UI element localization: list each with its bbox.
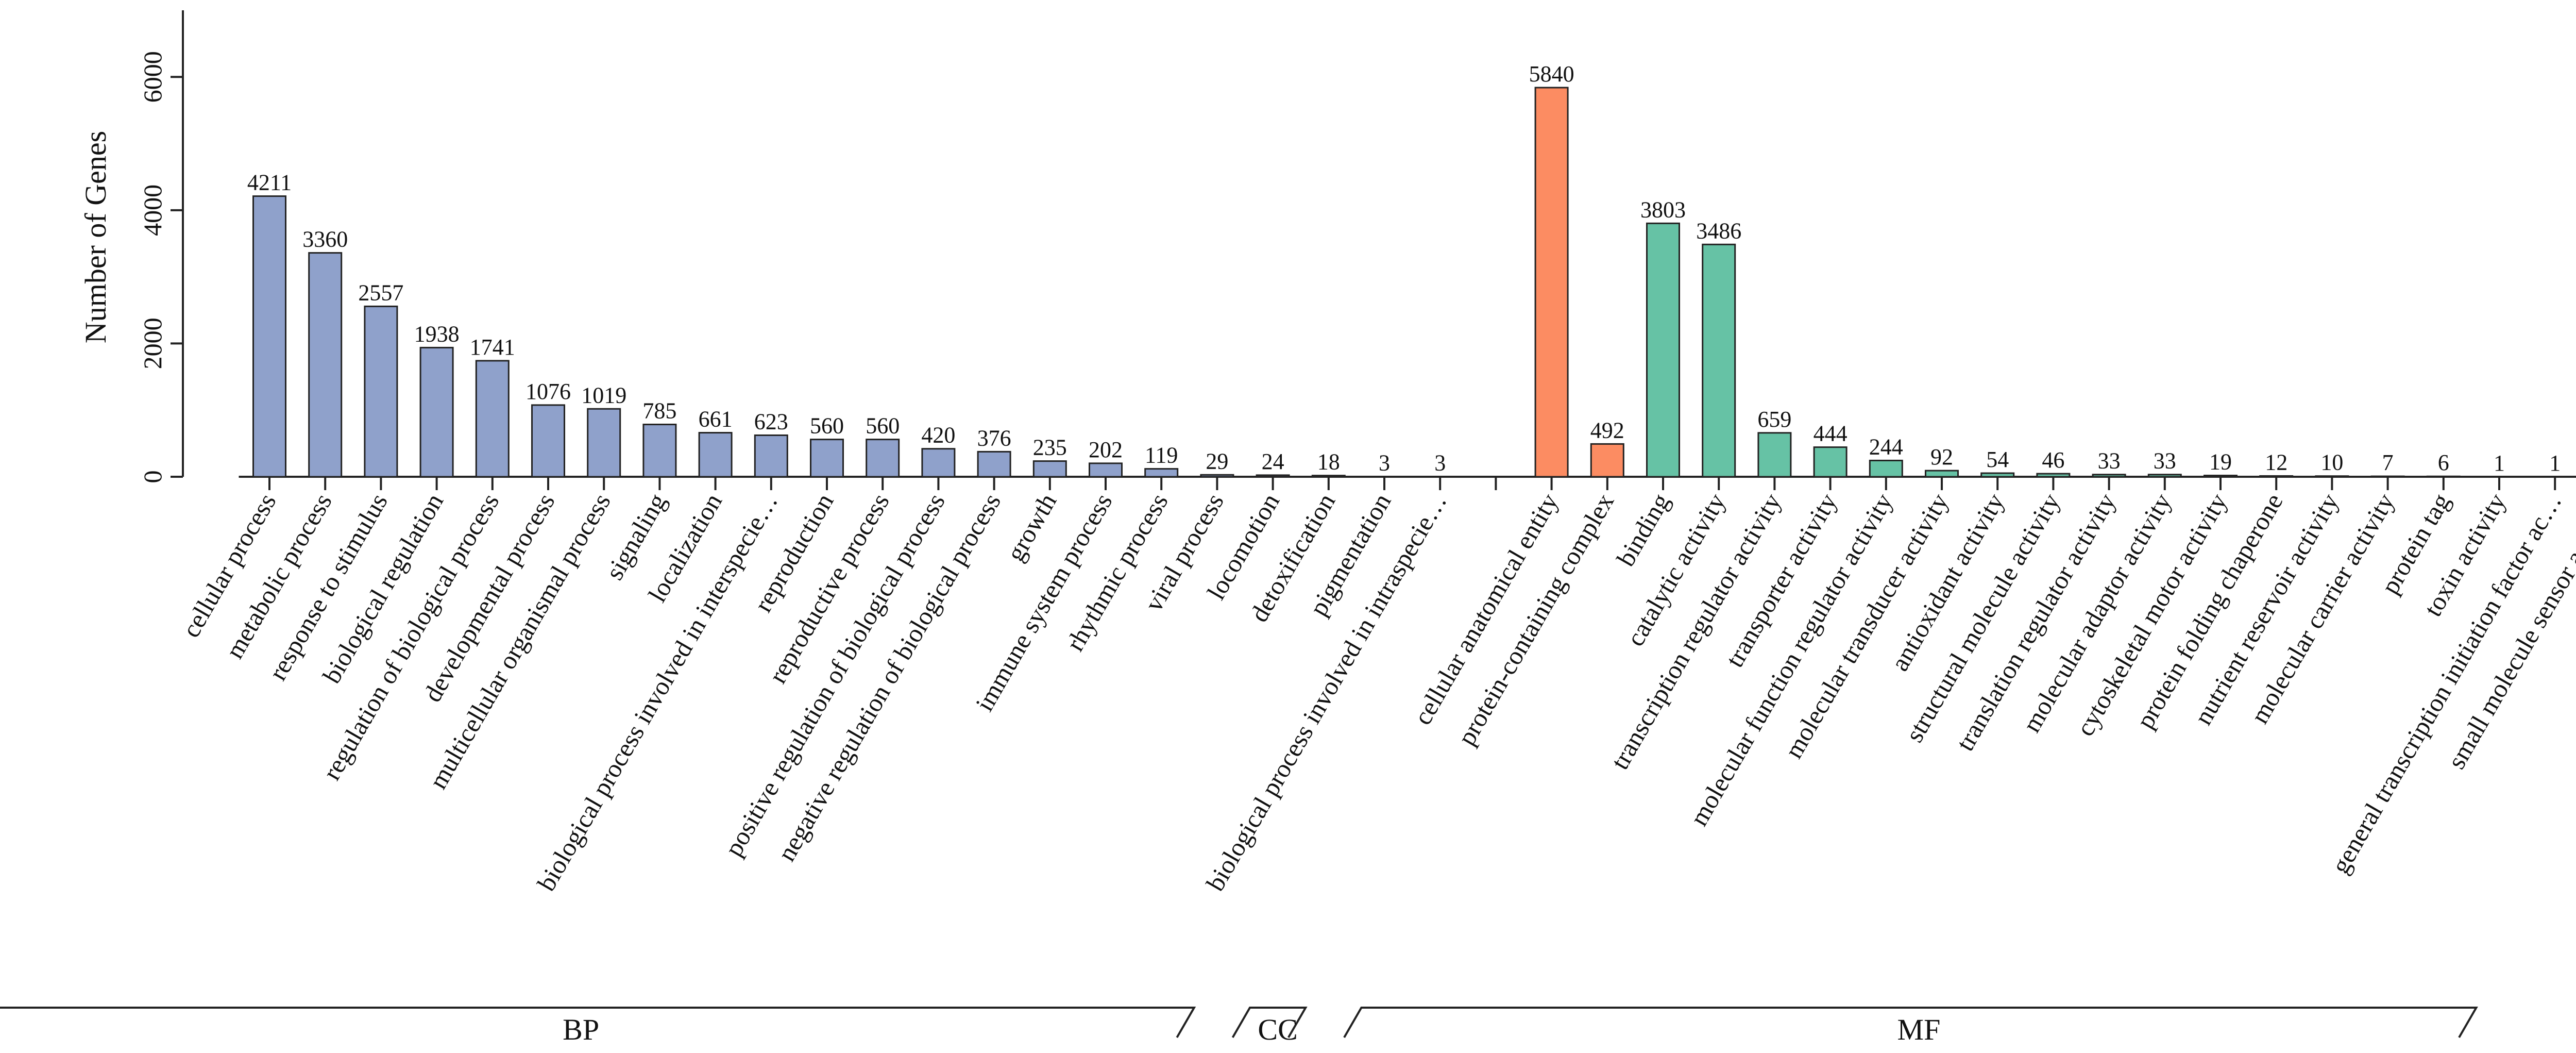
bar <box>476 361 509 477</box>
bar <box>1814 447 1846 477</box>
data-label: 560 <box>866 413 900 439</box>
data-label: 92 <box>1930 444 1953 470</box>
bar <box>1591 444 1623 477</box>
bar <box>811 440 843 477</box>
data-label: 119 <box>1145 443 1178 468</box>
data-label: 376 <box>977 425 1011 450</box>
bar <box>253 196 286 477</box>
data-label: 2557 <box>358 280 403 305</box>
bar <box>2316 476 2348 477</box>
group-label: CC <box>1258 1013 1297 1046</box>
group-brackets: BP CC MF <box>0 1008 2476 1046</box>
data-label: 1 <box>2494 450 2505 476</box>
data-label: 4211 <box>247 170 292 195</box>
data-label: 244 <box>1869 434 1903 459</box>
bar <box>978 452 1010 477</box>
data-label: 420 <box>921 423 955 448</box>
y-tick-label: 0 <box>138 471 167 483</box>
bar <box>532 405 565 477</box>
data-label: 3360 <box>302 227 348 252</box>
data-label: 6 <box>2438 450 2449 475</box>
data-label: 785 <box>642 398 676 424</box>
data-label: 54 <box>1986 447 2009 472</box>
data-label: 5840 <box>1529 61 1574 87</box>
bar <box>922 449 955 477</box>
data-label: 1741 <box>470 335 515 360</box>
data-label: 444 <box>1814 421 1848 446</box>
data-label: 3 <box>1434 450 1446 476</box>
category-label: growth <box>1001 489 1062 566</box>
bar <box>2205 476 2237 477</box>
bar <box>867 440 899 477</box>
bars <box>253 88 2576 477</box>
bar <box>1926 471 1958 477</box>
bar <box>643 425 676 477</box>
y-axis: 0 2000 4000 6000 <box>138 10 183 483</box>
bar <box>2260 476 2293 477</box>
bar <box>2148 475 2181 477</box>
data-label: 24 <box>1262 449 1284 474</box>
bar <box>365 306 397 477</box>
group-label: MF <box>1897 1013 1941 1046</box>
data-label: 659 <box>1757 407 1791 432</box>
bar <box>1535 88 1568 477</box>
bar <box>1703 244 1735 477</box>
bar <box>1981 473 2014 477</box>
data-label: 1019 <box>581 382 626 408</box>
data-label: 560 <box>810 413 844 439</box>
x-axis <box>239 477 2576 490</box>
bar <box>1145 469 1178 477</box>
bar <box>1033 461 1066 477</box>
y-tick-label: 2000 <box>138 317 167 369</box>
bar <box>1870 460 1902 477</box>
bar <box>1257 475 1289 477</box>
bar <box>420 347 453 477</box>
data-label: 202 <box>1089 437 1123 462</box>
data-label: 3 <box>1379 450 1390 476</box>
data-label: 3486 <box>1696 218 1741 243</box>
data-label: 7 <box>2382 450 2394 475</box>
data-label: 46 <box>2042 447 2064 473</box>
bar <box>1312 476 1345 477</box>
data-label: 12 <box>2265 449 2287 475</box>
bar <box>1090 463 1122 477</box>
data-label: 10 <box>2320 450 2343 475</box>
data-label: 33 <box>2098 448 2121 474</box>
data-label: 19 <box>2209 449 2232 475</box>
data-label: 492 <box>1590 417 1624 443</box>
bar <box>1201 475 1233 477</box>
bar <box>2427 476 2460 477</box>
bar <box>2093 475 2125 477</box>
data-label: 3803 <box>1640 197 1686 222</box>
data-label: 1076 <box>526 379 571 404</box>
bar <box>588 409 620 477</box>
bar <box>1647 223 1680 477</box>
bar <box>699 433 732 477</box>
data-label: 1938 <box>414 321 460 346</box>
data-label: 235 <box>1033 435 1067 460</box>
group-label: BP <box>563 1013 599 1046</box>
data-label: 29 <box>1206 448 1228 474</box>
bar <box>1758 433 1791 477</box>
bar <box>2037 474 2070 477</box>
y-tick-label: 6000 <box>138 51 167 103</box>
y-tick-label: 4000 <box>138 185 167 236</box>
bar <box>309 253 342 477</box>
data-label: 623 <box>754 409 788 434</box>
data-label: 18 <box>1317 449 1340 475</box>
bar <box>2371 476 2404 477</box>
data-label: 661 <box>699 407 733 432</box>
data-label: 1 <box>2549 450 2561 476</box>
data-label: 33 <box>2154 448 2176 474</box>
y-axis-label: Number of Genes <box>79 131 112 343</box>
bar <box>755 435 787 477</box>
